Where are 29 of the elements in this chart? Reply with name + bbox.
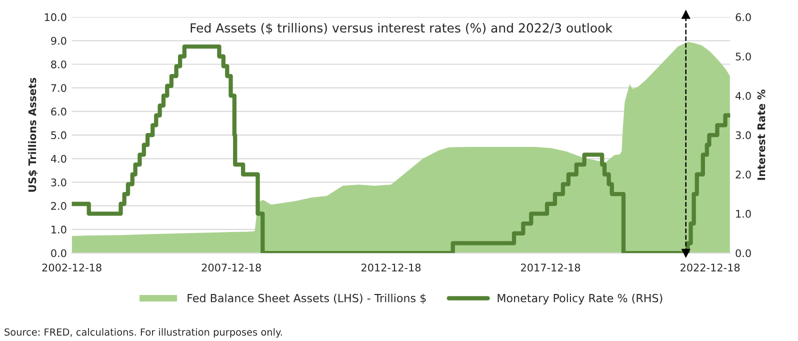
- y-axis-title: US$ Trillions Assets: [28, 78, 38, 192]
- y-tick-label: 4.0: [50, 154, 66, 163]
- legend-label: Monetary Policy Rate % (RHS): [498, 294, 662, 304]
- y2-tick-label: 0.0: [736, 249, 751, 258]
- y-tick-label: 3.0: [51, 178, 66, 186]
- y2-tick-label: 1.0: [736, 210, 751, 218]
- y-tick-label: 5.0: [51, 131, 66, 140]
- legend-label: Fed Balance Sheet Assets (LHS) - Trillions $: [188, 294, 426, 304]
- y-tick-label: 10.0: [44, 13, 66, 22]
- y2-tick-label: 5.0: [736, 52, 751, 60]
- y-tick-label: 9.0: [51, 36, 66, 45]
- x-tick-label: 2007-12-18: [202, 264, 261, 272]
- y2-tick-label: 2.0: [736, 170, 751, 178]
- y-tick-label: 6.0: [51, 108, 66, 116]
- x-tick-label: 2002-12-18: [42, 264, 102, 272]
- y2-tick-label: 4.0: [736, 92, 751, 100]
- y2-tick-label: 6.0: [736, 13, 751, 22]
- x-tick-label: 2012-12-18: [361, 264, 421, 272]
- y-tick-label: 7.0: [51, 84, 66, 92]
- y-tick-label: 1.0: [52, 226, 66, 234]
- y2-tick-label: 3.0: [736, 131, 751, 140]
- y-tick-label: 2.0: [51, 202, 66, 210]
- y-tick-label: 8.0: [51, 60, 66, 68]
- x-tick-label: 2022-12-18: [680, 264, 740, 272]
- x-tick-label: 2017-12-18: [521, 264, 580, 272]
- y2-axis-title: Interest Rate %: [757, 90, 766, 180]
- source-note: Source: FRED, calculations. For illustration purposes only.: [4, 328, 282, 338]
- y-tick-label: 0.0: [51, 249, 66, 258]
- chart-title: Fed Assets ($ trillions) versus interest rates (%) and 2022/3 outlook: [190, 22, 612, 34]
